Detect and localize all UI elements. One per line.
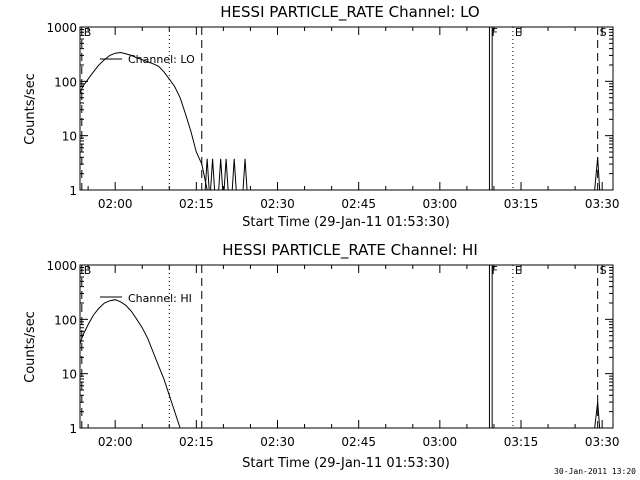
time-marker-label: F xyxy=(491,26,497,39)
time-marker-label: E xyxy=(515,26,522,39)
x-tick-label: 02:00 xyxy=(98,197,133,211)
x-tick-label: 02:30 xyxy=(260,435,295,449)
series-edge-mark xyxy=(594,157,601,191)
spike-mark xyxy=(210,158,216,191)
series-line xyxy=(79,299,181,429)
x-axis-label-lo: Start Time (29-Jan-11 01:53:30) xyxy=(242,215,450,230)
x-tick-label: 03:30 xyxy=(585,435,620,449)
y-axis-label-hi: Counts/sec xyxy=(23,311,38,383)
plot-frame xyxy=(79,26,614,191)
spike-mark xyxy=(204,158,210,191)
panel-lo: HESSI PARTICLE_RATE Channel: LO Counts/s… xyxy=(23,3,619,230)
spike-mark xyxy=(218,158,224,191)
y-tick-label: 10 xyxy=(62,368,77,382)
x-axis-label-hi: Start Time (29-Jan-11 01:53:30) xyxy=(242,456,450,471)
spike-mark xyxy=(242,158,248,191)
x-tick-label: 02:45 xyxy=(341,435,376,449)
time-marker-label: S xyxy=(600,26,607,39)
x-tick-label: 03:15 xyxy=(504,197,539,211)
spike-mark xyxy=(223,158,229,191)
footer-timestamp: 30-Jan-2011 13:20 xyxy=(554,467,636,476)
y-tick-label: 1 xyxy=(69,184,77,198)
legend-label-lo: Channel: LO xyxy=(128,53,195,66)
y-tick-label: 100 xyxy=(54,313,77,327)
time-marker-label: B xyxy=(84,26,92,39)
y-tick-label: 100 xyxy=(54,75,77,89)
x-tick-label: 03:30 xyxy=(585,197,620,211)
x-tick-label: 02:30 xyxy=(260,197,295,211)
time-marker-label: S xyxy=(600,264,607,277)
y-tick-label: 1000 xyxy=(46,259,77,273)
chart-title-hi: HESSI PARTICLE_RATE Channel: HI xyxy=(222,241,478,260)
x-tick-label: 02:00 xyxy=(98,435,133,449)
x-tick-label: 03:00 xyxy=(423,197,458,211)
x-tick-label: 02:15 xyxy=(179,435,214,449)
x-tick-label: 03:00 xyxy=(423,435,458,449)
panel-hi: HESSI PARTICLE_RATE Channel: HI Counts/s… xyxy=(23,241,619,471)
y-tick-label: 1 xyxy=(69,422,77,436)
y-axis-label-lo: Counts/sec xyxy=(23,73,38,145)
x-tick-label: 03:15 xyxy=(504,435,539,449)
y-tick-label: 1000 xyxy=(46,21,77,35)
time-marker-label: B xyxy=(84,264,92,277)
y-tick-label: 10 xyxy=(62,130,77,144)
plot-frame xyxy=(79,264,614,429)
legend-label-hi: Channel: HI xyxy=(128,292,192,305)
x-tick-label: 02:45 xyxy=(341,197,376,211)
time-marker-label: F xyxy=(491,264,497,277)
x-tick-label: 02:15 xyxy=(179,197,214,211)
time-marker-label: E xyxy=(515,264,522,277)
chart-title-lo: HESSI PARTICLE_RATE Channel: LO xyxy=(220,3,479,22)
series-line xyxy=(79,51,208,191)
spike-mark xyxy=(231,158,237,191)
series-edge-mark xyxy=(594,402,601,429)
